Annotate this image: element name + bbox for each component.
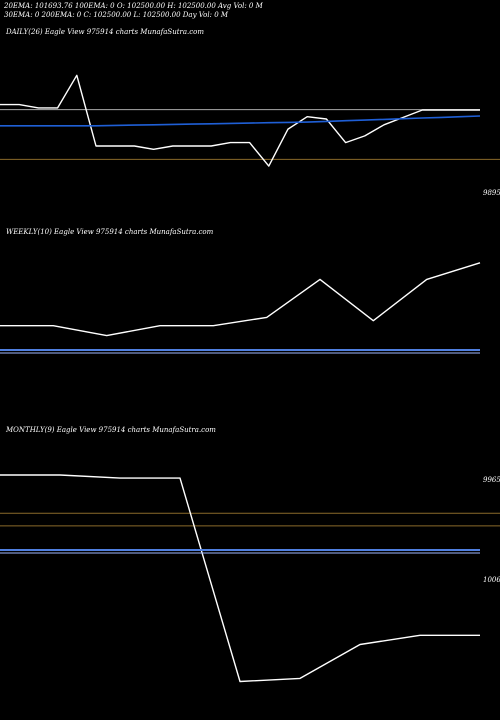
daily-level-label: 9895	[483, 189, 500, 197]
monthly-price-line	[0, 474, 480, 683]
daily-ema-line	[0, 115, 481, 127]
weekly-price-line	[0, 262, 481, 337]
monthly-panel	[0, 474, 500, 683]
weekly-panel-title: WEEKLY(10) Eagle View 975914 charts Muna…	[6, 228, 214, 236]
header-line-1: 20EMA: 101693.76 100EMA: 0 O: 102500.00 …	[4, 2, 263, 10]
daily-panel	[0, 74, 500, 167]
daily-panel-title: DAILY(26) Eagle View 975914 charts Munaf…	[6, 28, 205, 36]
monthly-panel-title: MONTHLY(9) Eagle View 975914 charts Muna…	[6, 426, 216, 434]
monthly-level-label-2: 1006	[483, 576, 500, 584]
weekly-panel	[0, 262, 481, 354]
header-line-2: 30EMA: 0 200EMA: 0 C: 102500.00 L: 10250…	[4, 11, 229, 19]
monthly-level-label-1: 9965	[483, 476, 500, 484]
